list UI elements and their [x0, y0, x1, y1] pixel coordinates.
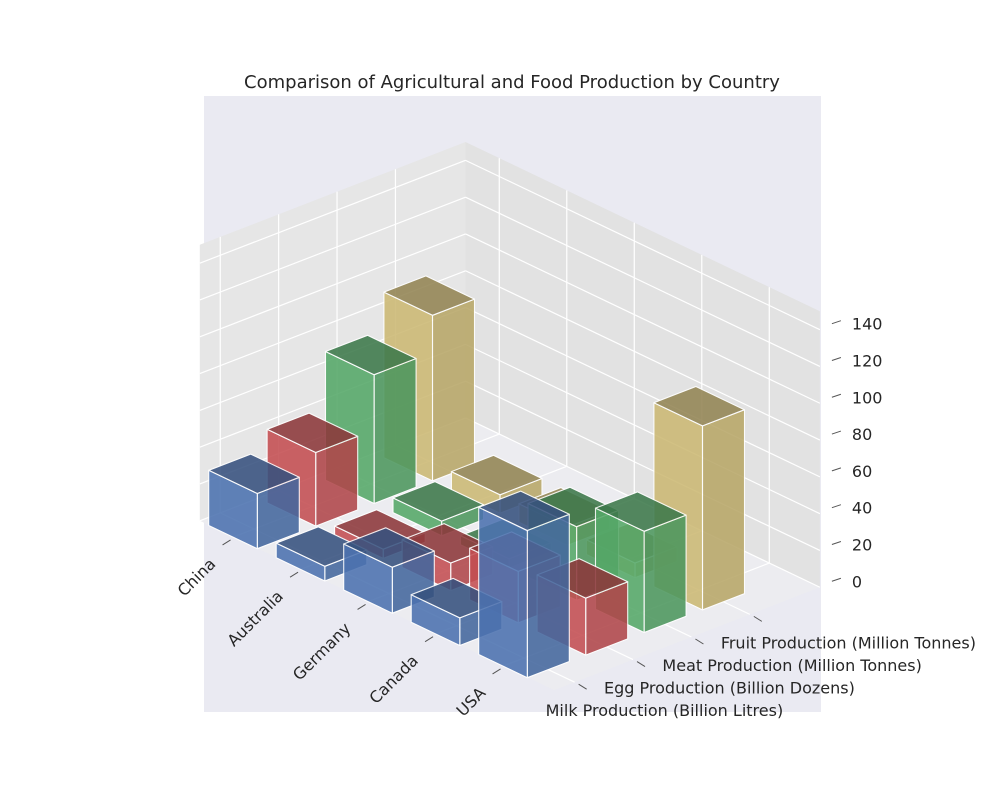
bar-face-top	[653, 385, 746, 427]
bar-face-top	[478, 490, 570, 532]
axis-ticks	[222, 320, 842, 690]
bars	[208, 275, 746, 679]
bar-face-top	[324, 334, 417, 376]
bar-face-side	[526, 513, 570, 679]
grid-back-z	[465, 307, 821, 478]
grid-left-z	[199, 233, 466, 338]
series-tick	[578, 683, 587, 690]
bar-face-side	[431, 298, 476, 482]
z-tick-label: 100	[852, 388, 883, 407]
z-tick	[831, 320, 842, 325]
bar-face-side	[701, 409, 746, 611]
bar-face-top	[383, 275, 476, 316]
grid-back-z	[465, 270, 821, 441]
category-tick	[222, 539, 231, 546]
bar-face-top	[392, 481, 485, 522]
z-tick-label: 80	[852, 425, 872, 444]
bar	[392, 481, 485, 537]
grid-back-z	[465, 343, 821, 515]
bar-face-top	[450, 454, 543, 496]
chart-title: Comparison of Agricultural and Food Prod…	[244, 72, 780, 93]
bar-face-side	[643, 514, 687, 634]
z-tick	[831, 356, 842, 361]
bar-face-side	[373, 357, 417, 505]
series-label: Fruit Production (Million Tonnes)	[721, 633, 976, 652]
z-tick	[831, 430, 842, 435]
z-tick-label: 20	[852, 535, 872, 554]
series-label: Milk Production (Billion Litres)	[546, 701, 784, 720]
z-tick-label: 0	[852, 572, 862, 591]
bar-face-top	[594, 491, 687, 532]
bar	[208, 453, 300, 550]
category-tick	[357, 603, 366, 610]
series-tick	[695, 638, 704, 645]
category-tick	[289, 571, 299, 578]
grid-back-z	[465, 233, 821, 404]
series-label: Egg Production (Billion Dozens)	[604, 679, 855, 698]
series-tick	[753, 615, 763, 622]
bar-face-top	[266, 412, 359, 454]
z-tick-label: 60	[852, 462, 872, 481]
category-tick	[492, 668, 501, 675]
grid-back-z	[465, 380, 821, 552]
z-tick-label: 120	[852, 351, 883, 370]
bar-face-top	[208, 453, 300, 495]
bar-face-top	[343, 527, 435, 568]
series-tick	[636, 661, 646, 668]
category-tick	[424, 636, 434, 643]
z-tick	[831, 467, 842, 472]
z-tick	[831, 393, 842, 398]
series-label: Meat Production (Million Tonnes)	[662, 656, 921, 675]
grid-left-z	[199, 159, 466, 264]
grid-back-z	[465, 159, 821, 331]
z-tick	[831, 577, 842, 582]
z-tick	[831, 540, 842, 545]
grid-left-z	[199, 196, 466, 301]
bar-face-front	[478, 506, 528, 679]
z-tick-label: 140	[852, 315, 883, 334]
z-tick	[831, 504, 842, 509]
bar	[478, 490, 570, 679]
z-tick-label: 40	[852, 499, 872, 518]
grid-back-z	[465, 196, 821, 368]
